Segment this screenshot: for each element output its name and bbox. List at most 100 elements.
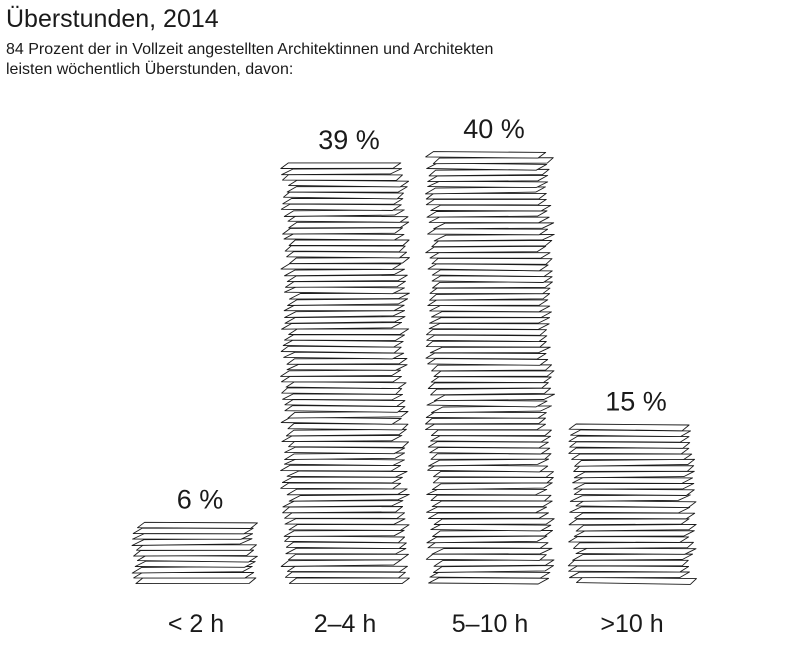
bar-2-sheet [285, 541, 407, 550]
bar-2-sheet [281, 387, 403, 395]
bar-2-sheet [284, 405, 406, 413]
bar-4-sheet [573, 541, 694, 549]
bar-2-sheet [287, 298, 409, 306]
bar-1-sheet [131, 538, 253, 546]
bar-4-sheet [568, 518, 690, 526]
subtitle-line-2: leisten wöchentlich Überstunden, davon: [6, 61, 294, 78]
bar-3-sheet [432, 529, 554, 537]
bar-2-sheet [284, 399, 406, 407]
bar-4-sheet [575, 523, 697, 532]
bar-2-sheet [286, 274, 408, 283]
bar-2-sheet [280, 416, 402, 425]
value-label-3: 40 % [463, 114, 525, 144]
value-label-1: 6 % [177, 485, 224, 515]
bar-2-sheet [288, 523, 410, 531]
bar-3-sheet [425, 352, 547, 360]
bar-2-sheet [282, 227, 404, 235]
bar-4 [567, 423, 697, 585]
bar-3-sheet [426, 535, 548, 544]
bar-3-sheet [429, 252, 551, 259]
bar-3-sheet [431, 547, 553, 555]
bar-4-sheet [576, 576, 697, 585]
bar-3-sheet [434, 393, 555, 402]
bar-2-sheet [281, 375, 402, 383]
bar-2-sheet [284, 571, 406, 579]
bar-2-sheet [283, 351, 405, 360]
bar-2-sheet [281, 476, 403, 484]
bar-3-sheet [427, 464, 549, 473]
bar-1 [131, 521, 258, 585]
bar-2-sheet [284, 316, 406, 324]
bar-3-sheet [428, 458, 550, 467]
bar-4-sheet [572, 476, 694, 484]
bar-2-sheet [282, 197, 404, 205]
bar-3-sheet [431, 364, 553, 372]
bar-2 [280, 162, 410, 585]
bar-4-sheet [575, 500, 697, 509]
bar-1-sheet [136, 544, 257, 551]
bar-3-sheet [427, 299, 549, 307]
bar-4-sheet [574, 458, 696, 467]
bar-3-sheet [426, 162, 548, 171]
bar-2-sheet [284, 535, 406, 544]
bar-2-sheet [288, 440, 410, 448]
bar-4-sheet [569, 441, 691, 449]
bar-4-sheet [573, 530, 695, 537]
bar-3-sheet [433, 370, 555, 378]
bar-3-sheet [427, 358, 549, 366]
bar-2-sheet [280, 162, 402, 169]
bar-4-sheet [568, 447, 690, 455]
bars-layer [131, 151, 697, 585]
bar-3-sheet [425, 151, 547, 159]
bar-4-sheet [567, 559, 689, 567]
bar-4-sheet [573, 488, 695, 496]
bar-3-sheet [430, 453, 552, 460]
bar-3-sheet [430, 376, 552, 384]
bar-2-sheet [280, 559, 402, 567]
bar-2-sheet [284, 446, 406, 455]
bar-3-sheet [431, 239, 553, 248]
bar-2-sheet [280, 464, 402, 472]
bar-2-sheet [283, 209, 405, 217]
bar-2-sheet [284, 334, 405, 342]
bar-3-sheet [428, 322, 550, 330]
bar-1-sheet [135, 577, 257, 585]
bar-2-sheet [288, 494, 410, 502]
bar-2-sheet [286, 488, 408, 496]
bar-4-sheet [568, 435, 690, 443]
bar-3-sheet [425, 423, 546, 431]
bar-2-sheet [286, 470, 408, 478]
bar-3-sheet [428, 512, 549, 519]
bar-1-sheet [133, 571, 255, 579]
bar-2-sheet [282, 500, 404, 508]
category-label-2: 2–4 h [314, 610, 377, 638]
bar-3-sheet [427, 174, 549, 183]
bar-3-sheet [426, 399, 548, 408]
bar-3-sheet [431, 311, 552, 318]
bar-3-sheet [430, 387, 552, 396]
bar-3-sheet [425, 186, 546, 195]
bar-4-sheet [568, 565, 690, 573]
bar-2-sheet [284, 518, 406, 525]
bar-4-sheet [575, 547, 697, 555]
bar-2-sheet [282, 393, 404, 401]
bar-3-sheet [432, 281, 553, 289]
bar-3-sheet [429, 293, 551, 301]
bar-2-sheet [284, 286, 405, 295]
bar-3-sheet [433, 234, 555, 242]
bar-3-sheet [426, 488, 548, 496]
bar-1-sheet [131, 566, 253, 574]
bar-2-sheet [280, 345, 402, 354]
value-label-2: 39 % [318, 125, 380, 155]
bar-3-sheet [429, 305, 551, 313]
bar-3-sheet [431, 257, 553, 265]
bar-3-sheet [432, 476, 554, 484]
bar-2-sheet [283, 233, 405, 241]
bar-2-sheet [284, 452, 406, 461]
bar-4-sheet [573, 465, 695, 472]
bar-3-sheet [431, 482, 553, 491]
bar-1-sheet [132, 527, 254, 535]
bar-2-sheet [288, 577, 410, 585]
bar-2-sheet [283, 529, 405, 537]
